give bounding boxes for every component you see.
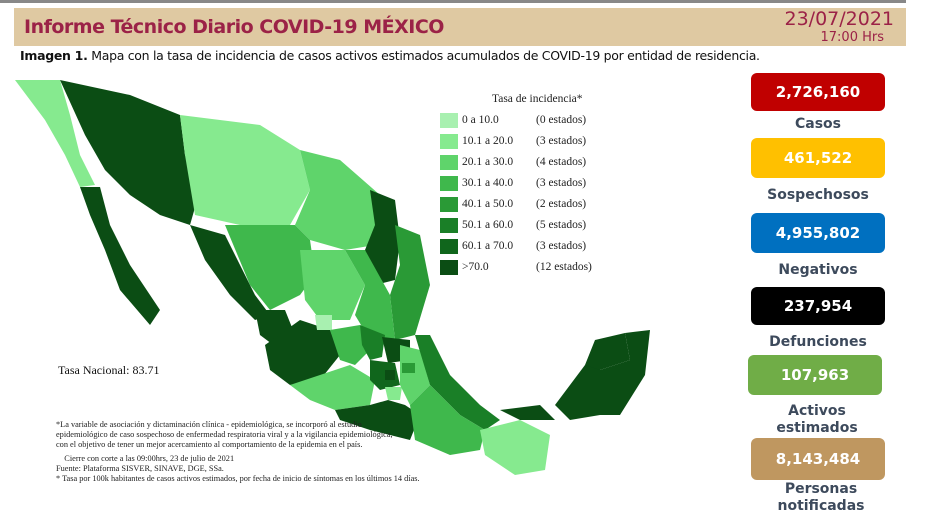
state-tabasco (500, 405, 555, 420)
legend-swatch (440, 218, 458, 233)
footnote-line: *La variable de asociación y dictaminaci… (56, 420, 362, 429)
legend-swatch (440, 197, 458, 212)
legend-range: 40.1 a 50.0 (462, 198, 514, 210)
state-zacatecas (300, 250, 365, 320)
mexico-incidence-map (15, 80, 650, 475)
state-tlaxcala (402, 363, 415, 373)
legend-swatch (440, 239, 458, 254)
stat-personas-label: Personas notificadas (777, 481, 865, 514)
state-oaxaca (410, 385, 485, 455)
state-jalisco (265, 320, 340, 385)
state-quintana-roo (600, 330, 650, 415)
state-campeche (555, 365, 600, 420)
legend-item: 30.1 a 40.0 (3 estados) (440, 176, 610, 192)
report-time: 17:00 Hrs (820, 30, 885, 45)
stat-activos-value: 107,963 (748, 355, 882, 395)
legend-item: 40.1 a 50.0 (2 estados) (440, 197, 610, 213)
state-aguascalientes (315, 315, 332, 330)
state-sinaloa (190, 225, 270, 320)
state-morelos (385, 387, 402, 400)
report-date: 23/07/2021 (784, 8, 894, 30)
legend-count: (4 estados) (536, 156, 587, 168)
legend-range: 50.1 a 60.0 (462, 219, 514, 231)
state-veracruz (415, 335, 500, 430)
stat-activos-label: Activos estimados (776, 403, 858, 436)
legend-swatch (440, 260, 458, 275)
caption-text: Mapa con la tasa de incidencia de casos … (87, 48, 760, 63)
image-caption: Imagen 1. Mapa con la tasa de incidencia… (20, 48, 760, 63)
state-coahuila (295, 150, 380, 250)
legend-count: (12 estados) (536, 261, 592, 273)
state-nuevo-leon (365, 190, 400, 285)
legend-item: 0 a 10.0 (0 estados) (440, 113, 610, 129)
state-chiapas (480, 420, 550, 475)
caption-label: Imagen 1. (20, 48, 88, 63)
legend-swatch (440, 113, 458, 128)
legend-count: (5 estados) (536, 219, 587, 231)
footnote-line: Cierre con corte a las 09:00hrs, 23 de j… (56, 454, 235, 463)
legend-range: 10.1 a 20.0 (462, 135, 514, 147)
legend-swatch (440, 155, 458, 170)
footnotes: *La variable de asociación y dictaminaci… (56, 420, 420, 484)
stat-personas-value: 8,143,484 (751, 438, 885, 480)
stat-defunciones-label: Defunciones (769, 334, 867, 350)
legend-range: >70.0 (462, 261, 489, 273)
national-rate: Tasa Nacional: 83.71 (58, 363, 160, 377)
state-durango (225, 225, 315, 310)
state-cdmx (385, 370, 395, 380)
legend-swatch (440, 176, 458, 191)
legend-item: 10.1 a 20.0 (3 estados) (440, 134, 610, 150)
state-guerrero (335, 400, 420, 440)
footnote-line: epidemiológico de caso sospechoso de enf… (56, 430, 393, 439)
state-michoacan (290, 365, 375, 410)
legend-swatch (440, 134, 458, 149)
stat-casos-value: 2,726,160 (751, 73, 885, 111)
legend-title: Tasa de incidencia* (492, 93, 583, 105)
legend-item: 50.1 a 60.0 (5 estados) (440, 218, 610, 234)
top-divider (0, 0, 906, 3)
stat-defunciones-value: 237,954 (751, 287, 885, 325)
legend-range: 30.1 a 40.0 (462, 177, 514, 189)
state-yucatan (585, 333, 630, 370)
legend-count: (3 estados) (536, 177, 587, 189)
stat-sospechosos-label: Sospechosos (767, 187, 869, 203)
legend-count: (2 estados) (536, 198, 587, 210)
page-title: Informe Técnico Diario COVID-19 MÉXICO (24, 16, 444, 38)
stat-casos-label: Casos (794, 116, 841, 132)
state-san-luis-potosi (345, 250, 395, 340)
state-tamaulipas (390, 225, 430, 340)
legend-range: 0 a 10.0 (462, 114, 499, 126)
stat-sospechosos-value: 461,522 (751, 138, 885, 178)
legend-count: (3 estados) (536, 135, 587, 147)
state-baja-california-sur (80, 187, 160, 325)
legend-count: (0 estados) (536, 114, 587, 126)
state-sonora (60, 80, 200, 225)
footnote-line: con el objetivo de tener un mejor acerca… (56, 440, 363, 449)
state-queretaro (360, 325, 385, 360)
stat-negativos-value: 4,955,802 (751, 213, 885, 253)
legend-item: 60.1 a 70.0 (3 estados) (440, 239, 610, 255)
legend-item: >70.0 (12 estados) (440, 260, 610, 276)
legend-range: 20.1 a 30.0 (462, 156, 514, 168)
legend-range: 60.1 a 70.0 (462, 240, 514, 252)
legend-count: (3 estados) (536, 240, 587, 252)
state-baja-california (15, 80, 95, 187)
stat-negativos-label: Negativos (778, 262, 858, 278)
footnote-line: Fuente: Plataforma SISVER, SINAVE, DGE, … (56, 464, 224, 473)
report-header: Informe Técnico Diario COVID-19 MÉXICO 2… (14, 8, 906, 46)
legend-item: 20.1 a 30.0 (4 estados) (440, 155, 610, 171)
state-chihuahua (180, 115, 310, 225)
footnote-line: * Tasa por 100k habitantes de casos acti… (56, 474, 420, 483)
